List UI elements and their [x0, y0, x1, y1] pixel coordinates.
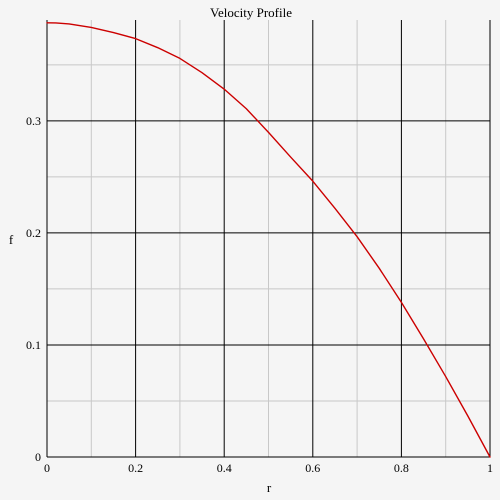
x-tick-label: 0.8	[394, 461, 409, 475]
x-tick-label: 0.2	[128, 461, 143, 475]
x-axis-label: r	[267, 480, 272, 495]
axes	[46, 20, 490, 458]
y-tick-label: 0.1	[26, 338, 41, 352]
chart-title: Velocity Profile	[210, 5, 292, 20]
x-tick-label: 1	[487, 461, 493, 475]
series-line-0	[46, 22, 491, 458]
y-axis-label: f	[9, 232, 14, 247]
x-tick-label: 0.6	[305, 461, 320, 475]
x-tick-label: 0	[44, 461, 50, 475]
x-tick-label: 0.4	[217, 461, 232, 475]
y-tick-label: 0.2	[26, 226, 41, 240]
minor-grid	[47, 20, 490, 457]
series-layer	[46, 22, 491, 458]
tick-labels: 0 0.2 0.4 0.6 0.8 1 0 0.1 0.2 0.3	[26, 114, 493, 475]
major-grid	[46, 20, 491, 458]
y-tick-label: 0.3	[26, 114, 41, 128]
y-tick-label: 0	[35, 450, 41, 464]
